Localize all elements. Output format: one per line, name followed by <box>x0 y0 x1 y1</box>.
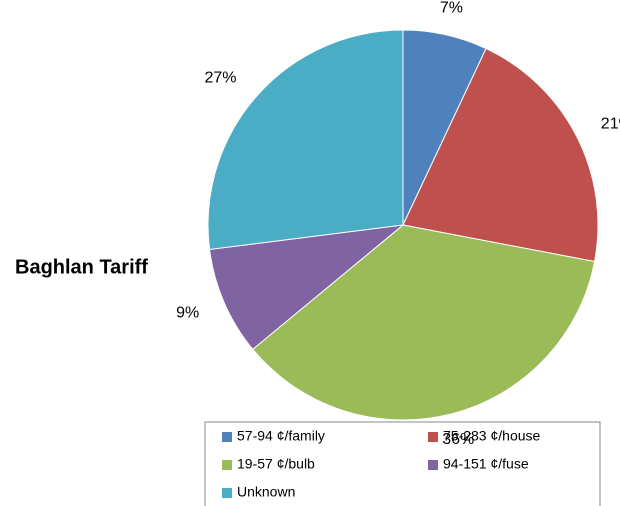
pie-slice <box>252 224 596 421</box>
data-label: 36% <box>442 431 474 448</box>
legend-box <box>204 421 601 506</box>
legend-label: Unknown <box>237 484 295 500</box>
legend-label: 94-151 ¢/fuse <box>443 456 529 472</box>
pie-slice <box>208 224 405 351</box>
data-label: 27% <box>204 69 236 86</box>
data-label: 21% <box>601 115 620 132</box>
legend-swatch <box>222 488 232 498</box>
legend-swatch <box>428 460 438 470</box>
pie-slice <box>402 47 599 263</box>
legend-label: 19-57 ¢/bulb <box>237 456 315 472</box>
legend-swatch <box>222 432 232 442</box>
chart-title: Baghlan Tariff <box>15 256 148 278</box>
legend-label: 75-283 ¢/house <box>443 428 541 444</box>
legend-swatch <box>222 460 232 470</box>
legend-swatch <box>428 432 438 442</box>
pie-slice <box>207 29 404 250</box>
data-label: 7% <box>440 0 463 17</box>
legend-label: 57-94 ¢/family <box>237 428 325 444</box>
data-label: 9% <box>176 304 199 321</box>
